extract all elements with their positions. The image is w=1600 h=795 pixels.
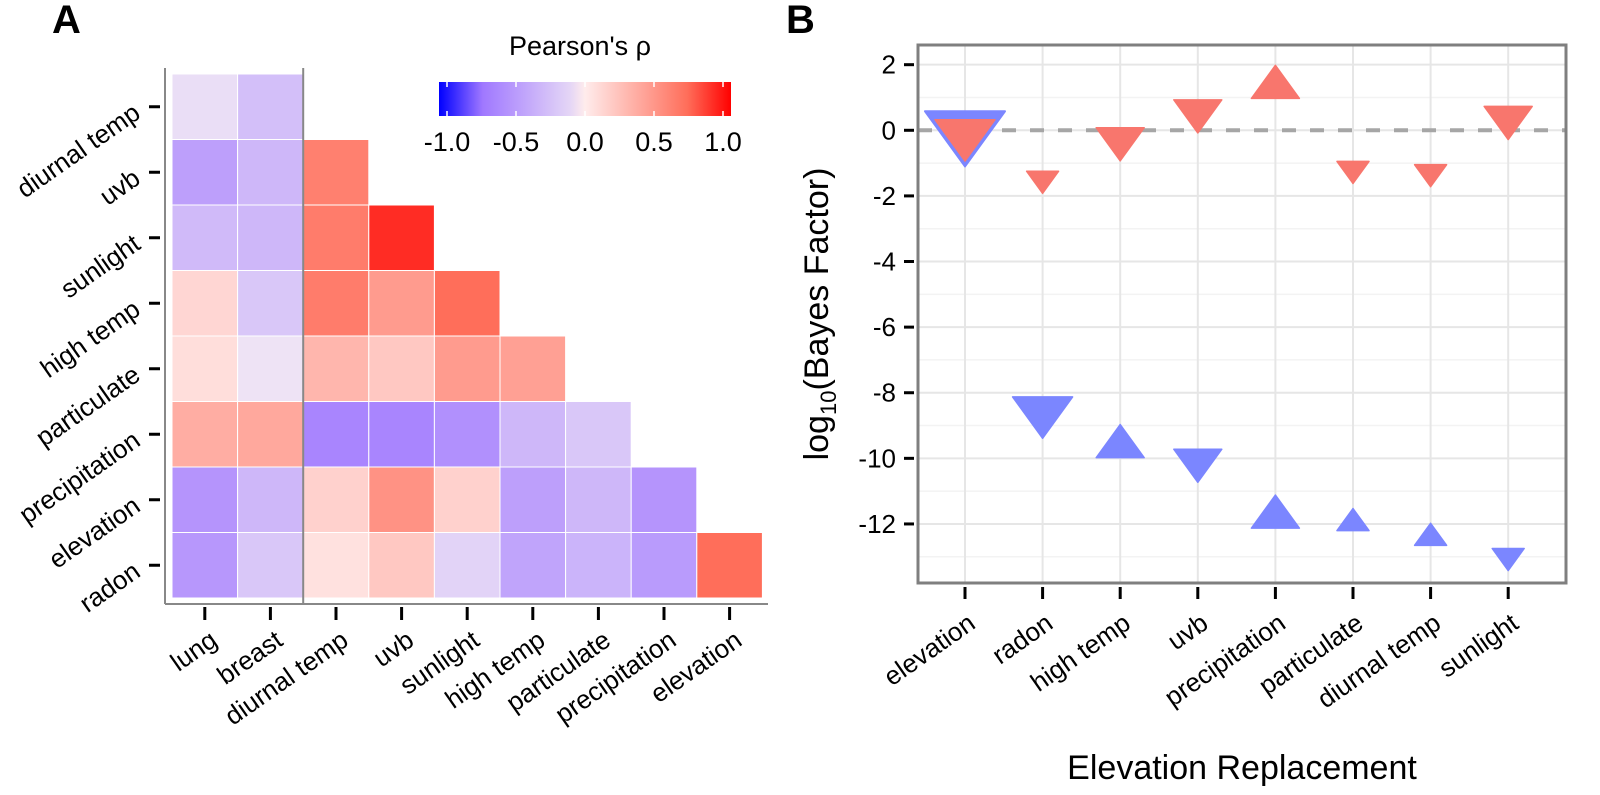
marker-red xyxy=(1250,64,1301,100)
colorbar-tick-label: 1.0 xyxy=(704,127,742,157)
heatmap-cell xyxy=(302,532,370,599)
x-tick-label: elevation xyxy=(878,607,980,691)
heatmap-cell xyxy=(630,466,698,533)
colorbar-tick-label: 0.5 xyxy=(635,127,673,157)
marker-blue xyxy=(1413,522,1448,547)
marker-red xyxy=(1413,163,1448,188)
heatmap-cell xyxy=(237,204,304,271)
heatmap-cell xyxy=(171,401,239,468)
heatmap-cell xyxy=(302,466,370,533)
heatmap-cell xyxy=(237,401,304,468)
heatmap-cell xyxy=(368,401,435,468)
heatmap-cell xyxy=(565,466,632,533)
marker-blue xyxy=(1250,494,1301,529)
marker-red xyxy=(1336,160,1370,185)
heatmap-cell xyxy=(630,532,698,599)
colorbar-tick-label: -0.5 xyxy=(493,127,540,157)
heatmap-cell xyxy=(368,532,435,599)
heatmap-cell xyxy=(171,204,239,271)
heatmap-cell xyxy=(171,466,239,533)
y-tick-label: -4 xyxy=(873,247,896,277)
heatmap-cell xyxy=(368,270,435,337)
x-axis-title: Elevation Replacement xyxy=(1067,749,1417,787)
heatmap-cell xyxy=(237,532,304,599)
marker-blue xyxy=(1491,547,1525,572)
heatmap-cell xyxy=(171,139,239,206)
y-tick-label: -12 xyxy=(858,509,896,539)
colorbar-tick-label: -1.0 xyxy=(424,127,471,157)
heatmap-cell xyxy=(171,335,239,402)
heatmap-cell xyxy=(302,270,370,337)
marker-red xyxy=(1095,126,1145,162)
heatmap-cell xyxy=(302,139,370,206)
heatmap-cell xyxy=(302,401,370,468)
heatmap-cell xyxy=(237,139,304,206)
y-tick-label: -10 xyxy=(858,443,896,473)
heatmap-cell xyxy=(237,466,304,533)
heatmap-cell xyxy=(302,204,370,271)
heatmap-cell xyxy=(433,270,501,337)
y-tick-label: uvb xyxy=(94,163,146,212)
marker-red xyxy=(1173,99,1223,134)
heatmap-cell xyxy=(433,401,501,468)
heatmap-cell xyxy=(696,532,763,599)
legend-title: Pearson's ρ xyxy=(509,31,651,61)
plot-background xyxy=(918,45,1566,583)
heatmap-cell xyxy=(565,532,632,599)
y-tick-label: -6 xyxy=(873,312,896,342)
colorbar xyxy=(439,82,731,116)
heatmap-cell xyxy=(499,532,567,599)
heatmap-cell xyxy=(302,335,370,402)
marker-red xyxy=(1025,170,1060,195)
heatmap-cell xyxy=(565,401,632,468)
y-axis-title: log10(Bayes Factor) xyxy=(798,168,841,461)
heatmap-cell xyxy=(499,401,567,468)
heatmap-cell xyxy=(433,335,501,402)
plot-frame xyxy=(916,43,1568,585)
heatmap-cell xyxy=(433,466,501,533)
y-tick-label: -8 xyxy=(873,378,896,408)
heatmap-cell xyxy=(368,204,435,271)
x-tick-label: sunlight xyxy=(1433,607,1524,683)
heatmap-cell xyxy=(237,73,304,140)
panel-b-label: B xyxy=(786,0,815,42)
heatmap-cell xyxy=(237,335,304,402)
heatmap-cell xyxy=(433,532,501,599)
heatmap-cell xyxy=(499,335,567,402)
heatmap-cell xyxy=(171,73,239,140)
y-tick-label: radon xyxy=(74,556,146,619)
marker-blue xyxy=(1095,423,1145,459)
heatmap-cell xyxy=(368,335,435,402)
y-tick-label: sunlight xyxy=(55,228,146,304)
heatmap-cell xyxy=(368,466,435,533)
x-tick-label: uvb xyxy=(1162,607,1214,656)
panel-a-label: A xyxy=(52,0,81,42)
marker-red xyxy=(934,118,996,162)
colorbar-legend: Pearson's ρ -1.0 -0.5 0.0 0.5 1.0 xyxy=(424,31,742,157)
heatmap-cell xyxy=(237,270,304,337)
y-tick-label: 2 xyxy=(882,50,896,80)
heatmap-cell xyxy=(171,532,239,599)
y-tick-label: -2 xyxy=(873,181,896,211)
marker-red xyxy=(1483,105,1533,141)
marker-blue xyxy=(1336,507,1370,532)
heatmap-cell xyxy=(171,270,239,337)
marker-blue xyxy=(1173,448,1223,484)
colorbar-tick-label: 0.0 xyxy=(566,127,604,157)
heatmap-cell xyxy=(499,466,567,533)
y-tick-label: 0 xyxy=(882,115,896,145)
marker-blue xyxy=(1011,396,1074,440)
